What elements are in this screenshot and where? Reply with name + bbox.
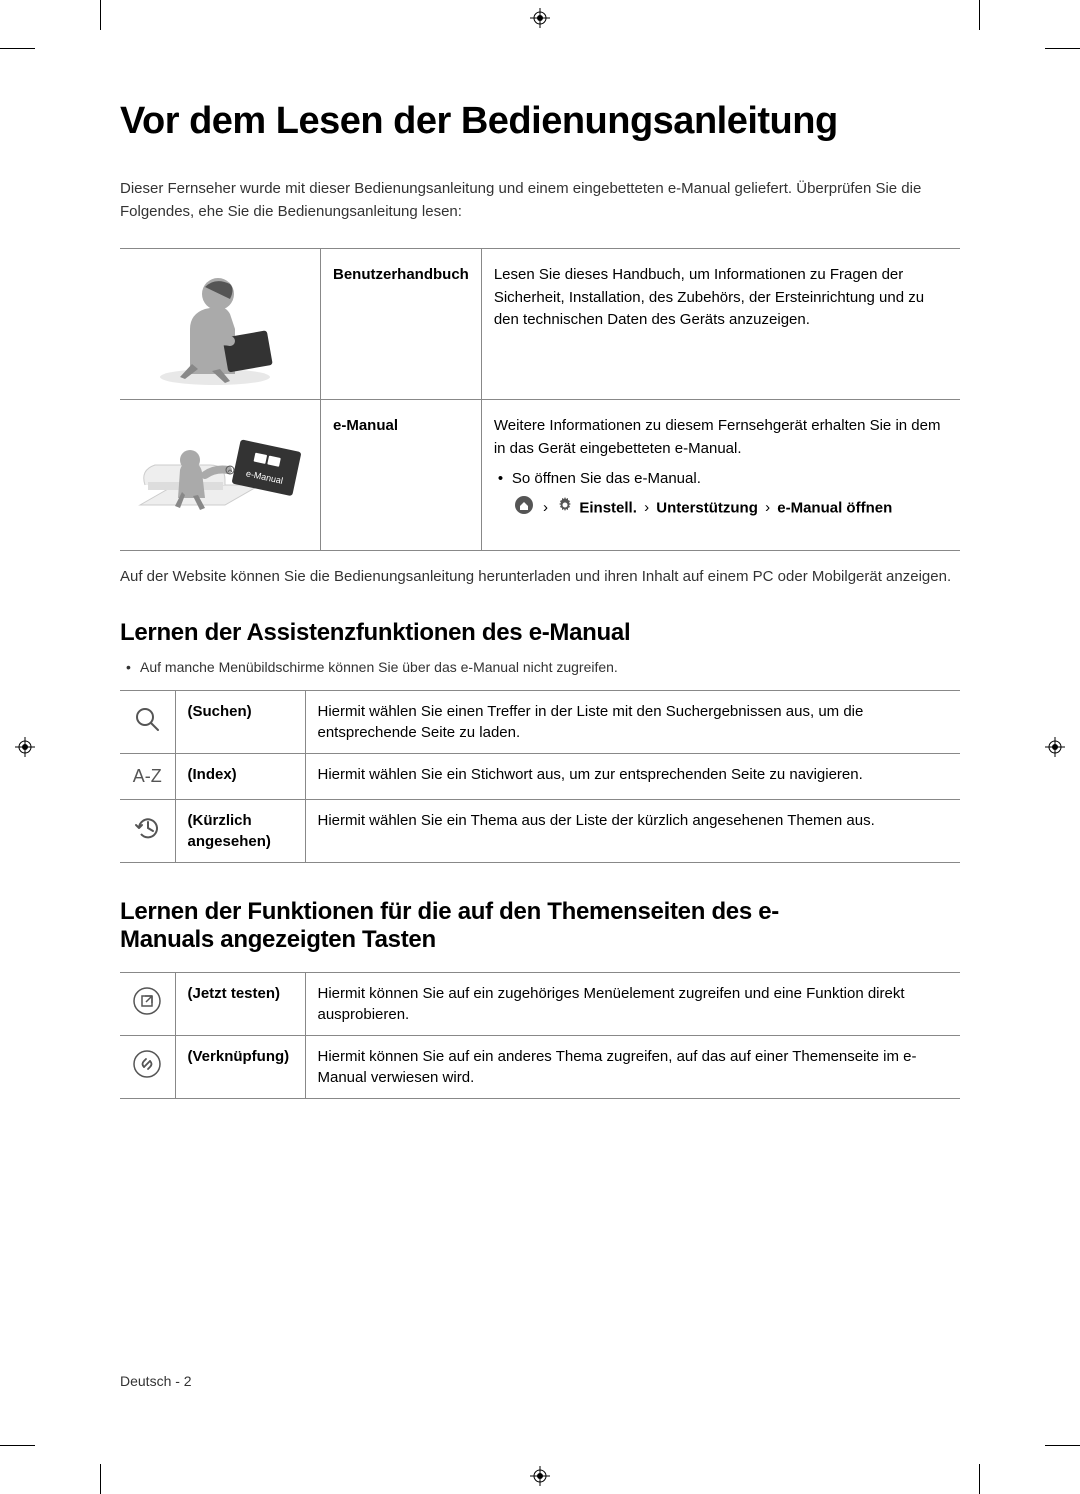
icon-cell xyxy=(120,799,175,862)
crop-mark xyxy=(1045,48,1080,49)
manual-label: Benutzerhandbuch xyxy=(321,249,482,400)
gear-icon xyxy=(557,497,573,521)
search-icon xyxy=(133,720,161,737)
icon-cell xyxy=(120,972,175,1035)
func-desc: Hiermit wählen Sie einen Treffer in der … xyxy=(305,690,960,753)
link-icon xyxy=(132,1066,162,1083)
table-row: (Kürzlich angesehen) Hiermit wählen Sie … xyxy=(120,799,960,862)
topic-buttons-table: (Jetzt testen) Hiermit können Sie auf ei… xyxy=(120,972,960,1099)
icon-cell: A-Z xyxy=(120,753,175,799)
home-icon xyxy=(514,495,534,523)
try-now-icon xyxy=(132,1003,162,1020)
func-name: (Kürzlich angesehen) xyxy=(175,799,305,862)
icon-cell xyxy=(120,690,175,753)
registration-mark-icon xyxy=(15,737,35,757)
path-step: e-Manual öffnen xyxy=(777,499,892,516)
index-icon: A-Z xyxy=(133,766,162,786)
section-note: Auf manche Menübildschirme können Sie üb… xyxy=(140,659,960,675)
manual-desc: Weitere Informationen zu diesem Fernsehg… xyxy=(481,400,960,551)
assist-functions-table: (Suchen) Hiermit wählen Sie einen Treffe… xyxy=(120,690,960,863)
table-row: A-Z (Index) Hiermit wählen Sie ein Stich… xyxy=(120,753,960,799)
crop-mark xyxy=(100,1464,101,1494)
manual-desc: Lesen Sie dieses Handbuch, um Informatio… xyxy=(481,249,960,400)
func-name: (Suchen) xyxy=(175,690,305,753)
chevron-right-icon: › xyxy=(765,499,770,516)
crop-mark xyxy=(1045,1445,1080,1446)
page-content: Vor dem Lesen der Bedienungsanleitung Di… xyxy=(120,100,960,1134)
chevron-right-icon: › xyxy=(644,499,649,516)
table-row: (Suchen) Hiermit wählen Sie einen Treffe… xyxy=(120,690,960,753)
crop-mark xyxy=(979,1464,980,1494)
section-title: Lernen der Funktionen für die auf den Th… xyxy=(120,898,820,954)
bullet-text: So öffnen Sie das e-Manual. xyxy=(512,470,701,487)
func-desc: Hiermit können Sie auf ein anderes Thema… xyxy=(305,1035,960,1098)
e-manual-illustration: e-Manual xyxy=(130,410,310,540)
crop-mark xyxy=(0,48,35,49)
registration-mark-icon xyxy=(1045,737,1065,757)
illustration-cell: e-Manual xyxy=(120,400,321,551)
user-manual-illustration xyxy=(130,259,310,389)
path-step: Einstell. xyxy=(579,499,637,516)
illustration-cell xyxy=(120,249,321,400)
table-row: Benutzerhandbuch Lesen Sie dieses Handbu… xyxy=(120,249,960,400)
path-step: Unterstützung xyxy=(656,499,758,516)
recent-icon xyxy=(133,829,161,846)
manual-table: Benutzerhandbuch Lesen Sie dieses Handbu… xyxy=(120,248,960,551)
intro-text: Dieser Fernseher wurde mit dieser Bedien… xyxy=(120,178,960,223)
func-desc: Hiermit wählen Sie ein Thema aus der Lis… xyxy=(305,799,960,862)
crop-mark xyxy=(100,0,101,30)
func-desc: Hiermit können Sie auf ein zugehöriges M… xyxy=(305,972,960,1035)
registration-mark-icon xyxy=(530,1466,550,1486)
table-row: (Verknüpfung) Hiermit können Sie auf ein… xyxy=(120,1035,960,1098)
crop-mark xyxy=(0,1445,35,1446)
func-name: (Index) xyxy=(175,753,305,799)
func-name: (Verknüpfung) xyxy=(175,1035,305,1098)
manual-label: e-Manual xyxy=(321,400,482,551)
e-manual-intro: Weitere Informationen zu diesem Fernsehg… xyxy=(494,417,941,457)
table-row: e-Manual e-Manual Weitere Informationen … xyxy=(120,400,960,551)
crop-mark xyxy=(979,0,980,30)
website-note: Auf der Website können Sie die Bedienung… xyxy=(120,566,960,589)
icon-cell xyxy=(120,1035,175,1098)
menu-path: › Einstell. › Unterstützung › e-Manual ö… xyxy=(512,495,948,523)
e-manual-bullet: So öffnen Sie das e-Manual. › Einstell. … xyxy=(512,468,948,522)
section-title: Lernen der Assistenzfunktionen des e-Man… xyxy=(120,619,960,647)
registration-mark-icon xyxy=(530,8,550,28)
func-desc: Hiermit wählen Sie ein Stichwort aus, um… xyxy=(305,753,960,799)
table-row: (Jetzt testen) Hiermit können Sie auf ei… xyxy=(120,972,960,1035)
func-name: (Jetzt testen) xyxy=(175,972,305,1035)
page-title: Vor dem Lesen der Bedienungsanleitung xyxy=(120,100,960,143)
chevron-right-icon: › xyxy=(543,499,548,516)
page-footer: Deutsch - 2 xyxy=(120,1373,192,1389)
